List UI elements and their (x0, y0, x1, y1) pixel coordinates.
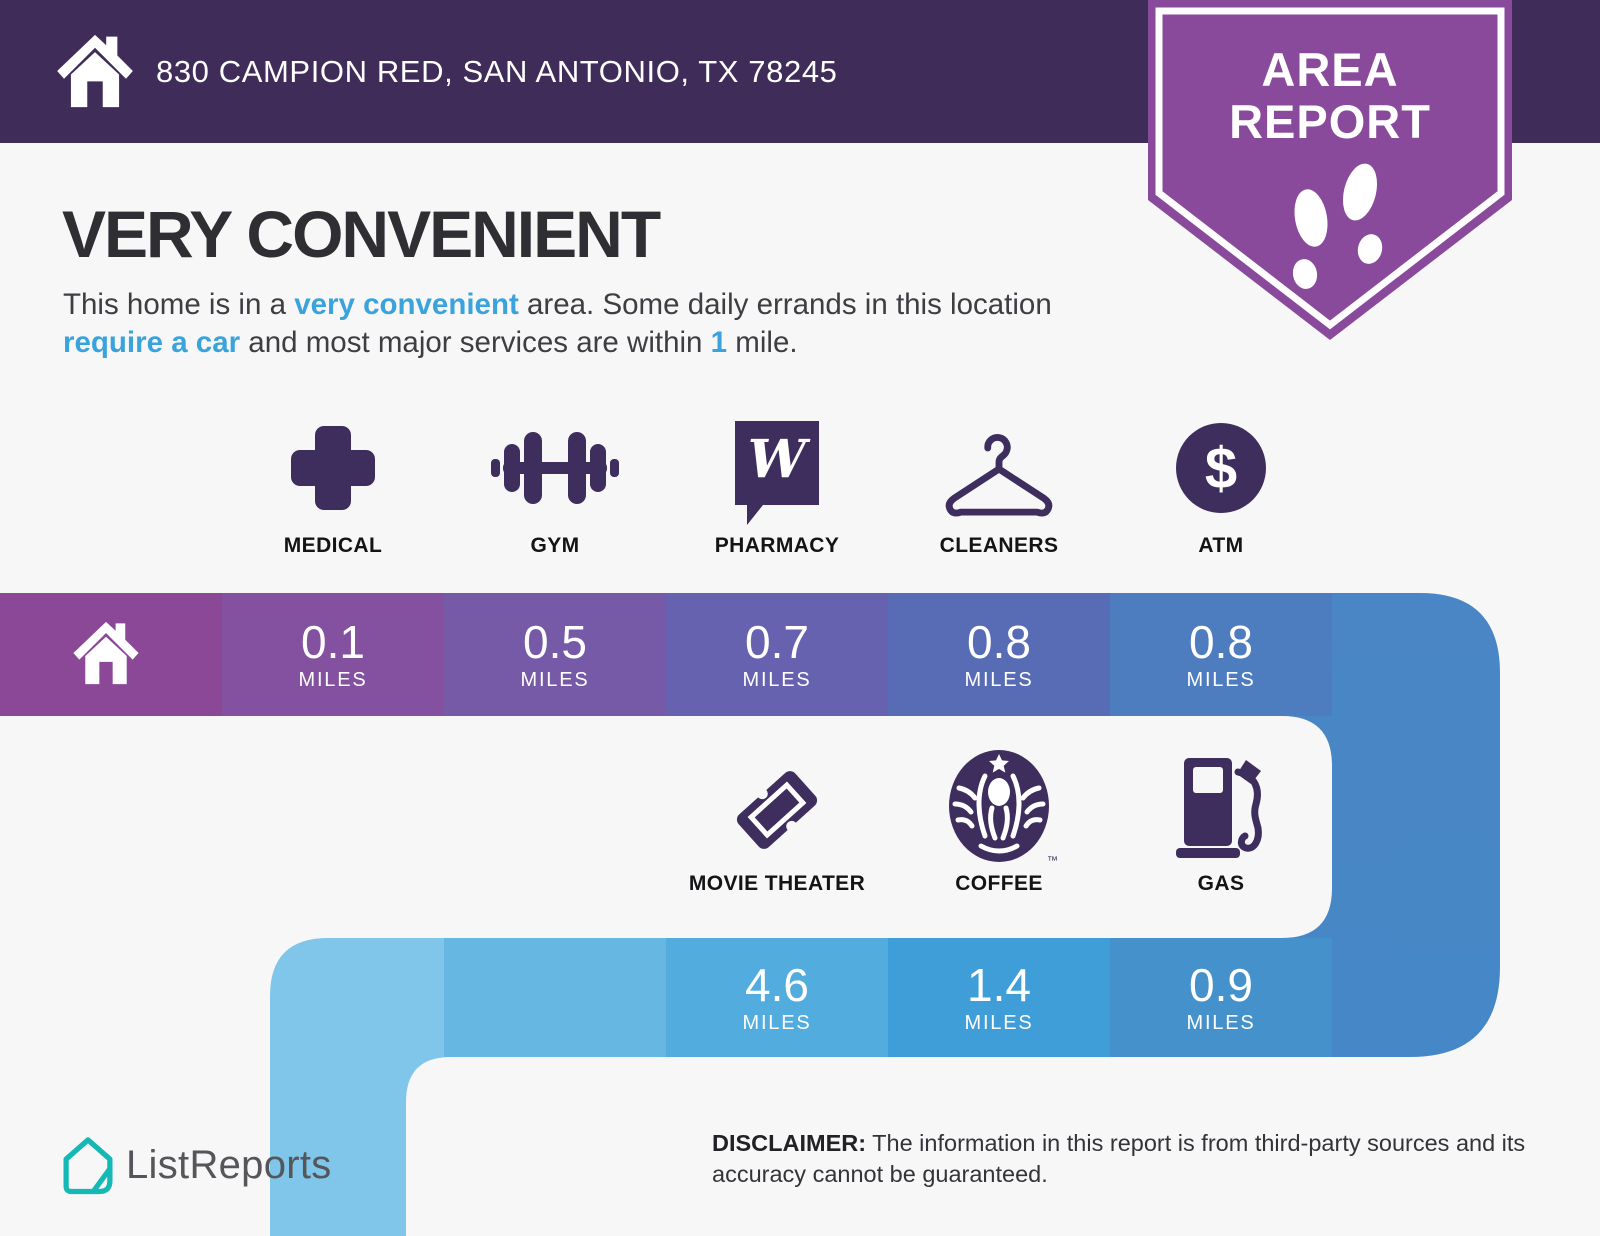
service-gas (1091, 748, 1351, 871)
service-medical (203, 420, 463, 521)
property-address: 830 CAMPION RED, SAN ANTONIO, TX 78245 (156, 54, 838, 89)
distance-movie-theater: 4.6 MILES (666, 938, 888, 1057)
distance-gas: 0.9 MILES (1110, 938, 1332, 1057)
distance-unit: MILES (964, 668, 1034, 691)
svg-text:W: W (748, 429, 811, 490)
gas-pump-icon (1176, 758, 1262, 858)
disclaimer: DISCLAIMER: The information in this repo… (712, 1128, 1548, 1190)
intro-text-1: This home is in a (63, 288, 295, 321)
distance-value: 4.6 (745, 958, 809, 1011)
gym-icon (491, 432, 619, 504)
listreports-logo-icon (63, 1137, 113, 1195)
service-cleaners (869, 424, 1129, 523)
area-report-badge (1148, 0, 1512, 340)
service-label-gas: GAS (1197, 872, 1245, 895)
band1-segment-cleaners (888, 593, 1110, 716)
intro-text-4: mile. (727, 326, 798, 359)
band2-segment-gas (1110, 938, 1332, 1057)
distance-unit: MILES (742, 668, 812, 691)
service-gym (425, 418, 685, 523)
distance-value: 1.4 (967, 958, 1031, 1011)
service-label-movie-theater: MOVIE THEATER (688, 872, 866, 895)
band-home-icon (73, 621, 139, 685)
service-pharmacy: W (647, 415, 907, 532)
disclaimer-label: DISCLAIMER: (712, 1130, 867, 1156)
band1-segment-gym (444, 593, 666, 716)
brand-name: ListReports (126, 1143, 332, 1187)
band2-segment-coffee (888, 938, 1110, 1057)
intro-text-2: area. Some daily errands in this locatio… (518, 288, 1052, 321)
service-label-coffee: COFFEE (955, 872, 1043, 895)
distance-unit: MILES (298, 668, 368, 691)
svg-text:$: $ (1205, 436, 1237, 501)
distance-atm: 0.8 MILES (1110, 593, 1332, 716)
badge-title-line1: AREA (1261, 43, 1399, 96)
distance-pharmacy: 0.7 MILES (666, 593, 888, 716)
service-coffee: ™ (869, 746, 1129, 873)
band2-tail-segment (444, 938, 666, 1057)
distance-unit: MILES (964, 1011, 1034, 1034)
service-label-medical: MEDICAL (283, 534, 383, 557)
cleaners-hanger-icon (945, 434, 1053, 517)
band1-segment-pharmacy (666, 593, 888, 716)
movie-ticket-icon (736, 771, 818, 849)
home-icon (57, 34, 133, 108)
distance-gym: 0.5 MILES (444, 593, 666, 716)
intro-highlight-1: 1 (710, 326, 728, 359)
distance-value: 0.8 (1189, 615, 1253, 668)
service-label-atm: ATM (1198, 534, 1244, 557)
badge-inner-border (1155, 7, 1505, 330)
distance-unit: MILES (1186, 668, 1256, 691)
distance-value: 0.1 (301, 615, 365, 668)
distance-unit: MILES (520, 668, 590, 691)
distance-value: 0.9 (1189, 958, 1253, 1011)
service-label-pharmacy: PHARMACY (714, 534, 840, 557)
badge-title-line2: REPORT (1229, 95, 1431, 148)
band2-segment-movie-theater (666, 938, 888, 1057)
band1-segment-atm (1110, 593, 1332, 716)
service-atm: $ (1091, 420, 1351, 521)
distance-unit: MILES (1186, 1011, 1256, 1034)
atm-icon: $ (1176, 423, 1266, 513)
pharmacy-walgreens-icon: W (735, 421, 819, 525)
distance-value: 0.5 (523, 615, 587, 668)
intro-paragraph: This home is in a very convenient area. … (63, 286, 1108, 362)
service-movie-theater (647, 748, 907, 873)
intro-text-3: and most major services are within (240, 326, 711, 359)
distance-cleaners: 0.8 MILES (888, 593, 1110, 716)
service-label-cleaners: CLEANERS (939, 534, 1059, 557)
intro-highlight-very-convenient: very convenient (294, 288, 519, 321)
footprints-icon (1292, 163, 1383, 289)
service-label-gym: GYM (530, 534, 580, 557)
distance-value: 0.7 (745, 615, 809, 668)
disclaimer-text: The information in this report is from t… (712, 1130, 1526, 1187)
coffee-starbucks-icon: ™ (949, 750, 1057, 867)
intro-highlight-require-a-car: require a car (63, 326, 241, 359)
badge-title: AREA REPORT (1148, 44, 1512, 148)
tm-mark: ™ (1047, 855, 1057, 867)
distance-medical: 0.1 MILES (222, 593, 444, 716)
distance-unit: MILES (742, 1011, 812, 1034)
page-title: VERY CONVENIENT (62, 197, 661, 271)
distance-value: 0.8 (967, 615, 1031, 668)
distance-coffee: 1.4 MILES (888, 938, 1110, 1057)
medical-icon (291, 426, 375, 510)
band1-segment-medical (222, 593, 444, 716)
